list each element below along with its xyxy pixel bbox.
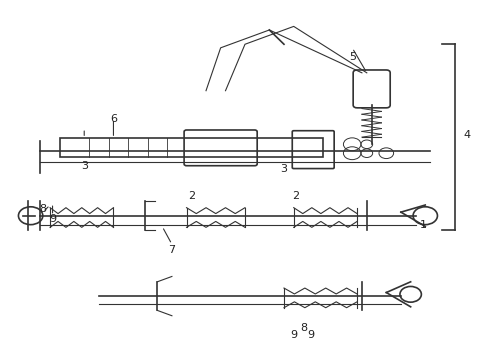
Text: 3: 3 [81,161,88,171]
Text: 8: 8 [300,323,307,333]
Text: 2: 2 [188,191,195,201]
Text: 3: 3 [280,164,288,174]
Text: 7: 7 [169,245,175,255]
Text: 9: 9 [49,214,56,224]
Text: 5: 5 [349,52,356,62]
Text: 9: 9 [307,330,315,341]
Text: 2: 2 [293,191,300,201]
Text: 6: 6 [110,114,117,124]
Text: 9: 9 [290,330,297,341]
Text: 1: 1 [419,220,426,230]
Text: 8: 8 [39,203,47,213]
Text: 4: 4 [463,130,470,140]
